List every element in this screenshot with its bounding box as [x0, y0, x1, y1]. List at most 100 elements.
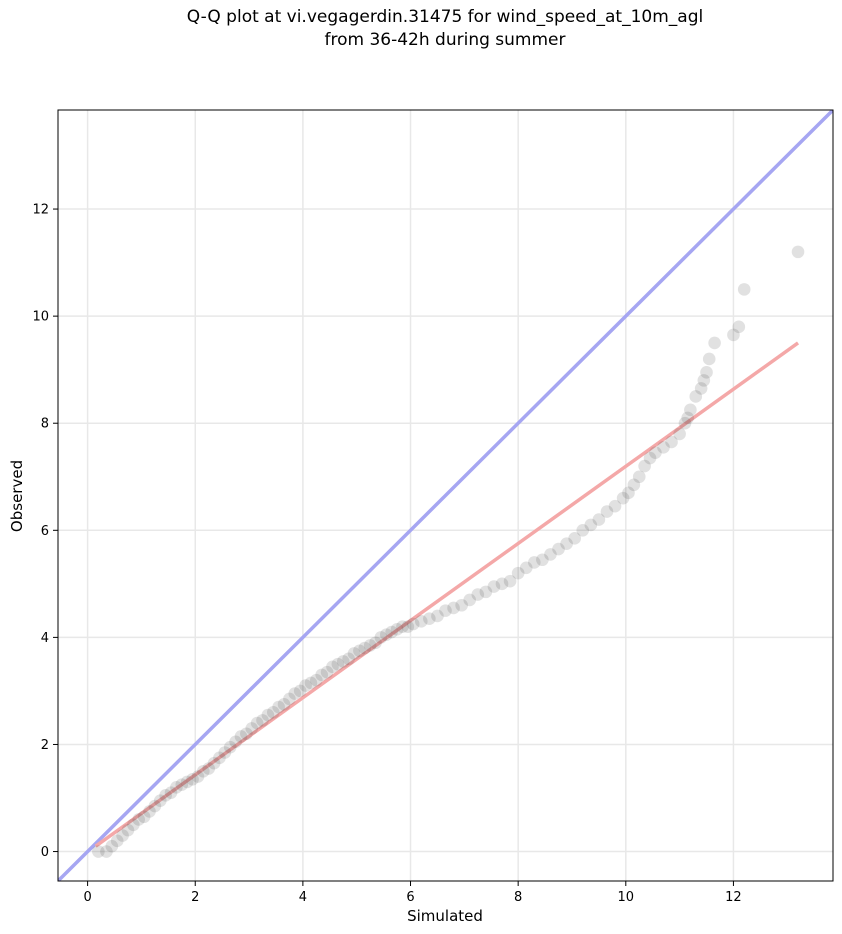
data-point: [132, 813, 146, 826]
data-point: [632, 470, 646, 484]
data-point: [689, 390, 703, 403]
data-point: [665, 435, 678, 449]
data-point: [153, 794, 167, 807]
data-point: [197, 764, 210, 778]
data-point: [657, 441, 670, 454]
data-point: [277, 698, 291, 711]
data-point: [186, 772, 199, 786]
data-point: [401, 620, 415, 633]
data-point: [519, 561, 533, 575]
chart-title: Q-Q plot at vi.vegagerdin.31475 for wind…: [0, 6, 842, 52]
data-point: [702, 352, 716, 366]
data-point: [213, 751, 226, 765]
fit-line: [94, 341, 800, 848]
x-tick-label: 2: [191, 890, 199, 905]
data-point: [423, 612, 436, 625]
data-point: [681, 411, 694, 425]
data-point: [272, 700, 285, 714]
y-tick-label: 12: [32, 203, 49, 218]
data-point: [369, 636, 382, 650]
data-point: [622, 486, 635, 500]
data-point: [385, 625, 398, 639]
data-point: [143, 805, 156, 818]
data-point: [353, 644, 366, 658]
data-point: [170, 781, 183, 794]
data-point: [105, 839, 119, 853]
data-point: [202, 762, 215, 775]
data-point: [293, 684, 307, 698]
data-point: [568, 532, 581, 545]
data-point: [304, 676, 318, 690]
data-point: [320, 665, 334, 679]
y-tick-label: 8: [41, 417, 49, 432]
data-point: [627, 478, 641, 492]
data-point: [127, 818, 140, 832]
data-point: [256, 714, 269, 727]
data-point: [673, 427, 686, 441]
data-point: [544, 548, 557, 561]
data-point: [455, 598, 468, 612]
data-point: [331, 657, 345, 671]
data-point: [552, 542, 565, 556]
data-point: [684, 403, 697, 417]
data-point: [207, 756, 221, 770]
plot-frame: [57, 109, 834, 882]
data-point: [616, 491, 630, 505]
data-point: [240, 727, 253, 741]
data-point: [358, 641, 372, 655]
data-point: [503, 574, 517, 588]
data-point: [326, 660, 339, 674]
data-point: [708, 336, 721, 350]
chart-title-line-1: Q-Q plot at vi.vegagerdin.31475 for wind…: [186, 7, 704, 27]
data-point: [116, 829, 129, 842]
y-tick-label: 2: [41, 738, 49, 753]
data-point: [261, 708, 275, 722]
data-point: [600, 505, 614, 518]
data-point: [159, 789, 172, 802]
data-point: [180, 775, 194, 789]
data-point: [310, 673, 323, 687]
data-point: [218, 746, 232, 759]
y-tick-label: 0: [41, 845, 49, 860]
data-point: [363, 639, 377, 652]
y-tick-label: 6: [41, 524, 49, 539]
data-point: [283, 692, 296, 706]
data-point: [732, 320, 746, 334]
data-point: [175, 778, 189, 791]
y-tick-label: 4: [41, 631, 49, 646]
data-point: [678, 416, 692, 430]
data-point: [592, 513, 606, 526]
data-point: [700, 366, 713, 379]
data-point: [694, 382, 708, 395]
data-point: [234, 730, 248, 743]
data-point: [463, 593, 477, 607]
data-point: [791, 245, 805, 259]
data-point: [92, 845, 105, 858]
data-point: [229, 735, 242, 749]
grid: [58, 110, 833, 881]
x-tick-label: 0: [83, 890, 91, 905]
data-point: [223, 740, 237, 754]
data-point: [288, 687, 302, 700]
y-tick-label: 10: [32, 310, 49, 325]
data-point: [191, 770, 205, 783]
data-point: [439, 604, 452, 617]
data-point: [347, 647, 361, 660]
data-point: [342, 652, 355, 666]
data-point: [374, 631, 388, 644]
data-point: [649, 446, 662, 459]
x-tick-label: 10: [618, 890, 635, 905]
data-point: [576, 524, 590, 537]
data-point: [299, 679, 312, 692]
data-point: [643, 451, 657, 465]
data-point: [315, 668, 329, 682]
data-point: [528, 556, 541, 569]
data-point: [250, 716, 264, 730]
data-point: [471, 588, 485, 601]
data-point: [245, 722, 259, 735]
data-point: [638, 459, 651, 473]
y-axis-label: Observed: [8, 460, 26, 532]
data-point: [336, 655, 350, 668]
data-point: [110, 834, 124, 848]
